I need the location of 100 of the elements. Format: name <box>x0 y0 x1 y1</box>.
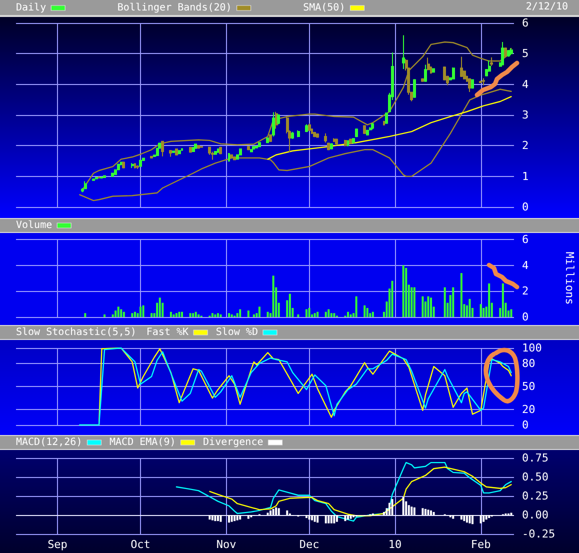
bar <box>114 310 117 317</box>
bar <box>306 309 308 317</box>
line-series <box>82 41 512 190</box>
bar <box>140 306 142 317</box>
candlestick <box>139 160 142 168</box>
bar <box>230 314 233 317</box>
candlestick <box>335 138 338 145</box>
y-tick-label: 2 <box>522 284 529 298</box>
x-tick-label: Dec <box>299 538 320 551</box>
bar <box>333 313 336 317</box>
bar <box>131 313 134 317</box>
bar <box>391 280 394 317</box>
y-tick-label: 80 <box>522 356 536 370</box>
y-tick-label: 1 <box>522 170 529 183</box>
bar <box>502 283 504 317</box>
bar <box>328 309 330 317</box>
candlestick <box>327 142 330 151</box>
candlestick <box>233 156 236 161</box>
candlestick <box>507 49 510 58</box>
bar <box>427 296 430 317</box>
bar <box>158 298 161 317</box>
bar <box>84 313 86 317</box>
x-tick-label: Oct <box>130 538 150 551</box>
bar <box>175 313 178 317</box>
y-tick-label: 0 <box>522 418 529 432</box>
legend-label: Slow %D <box>216 327 258 338</box>
candlestick <box>178 150 181 155</box>
candlestick <box>305 124 308 133</box>
bar <box>308 308 310 317</box>
legend-label: Divergence <box>203 437 264 448</box>
candlestick <box>316 132 319 138</box>
legend-label: MACD EMA(9) <box>110 437 176 448</box>
x-tick-label: 10 <box>388 538 402 551</box>
bar <box>402 265 404 317</box>
bar <box>316 312 319 317</box>
candlestick <box>217 148 219 153</box>
bar <box>366 308 368 317</box>
bar <box>134 312 136 317</box>
bar <box>150 313 153 317</box>
bar <box>122 312 125 317</box>
bar <box>117 306 120 317</box>
candlestick <box>100 176 103 179</box>
candlestick <box>504 47 507 58</box>
x-tick-label: Feb <box>470 538 491 551</box>
line-series <box>79 347 512 426</box>
candlestick <box>355 128 358 138</box>
bar <box>452 287 454 317</box>
candlestick <box>479 80 482 84</box>
candlestick <box>363 124 366 135</box>
bar <box>272 276 274 317</box>
bar <box>198 314 200 317</box>
bar <box>510 309 512 317</box>
candlestick <box>347 140 349 146</box>
candlestick <box>172 150 175 154</box>
candlestick <box>471 78 474 90</box>
bar <box>170 312 172 317</box>
candlestick <box>181 148 183 151</box>
candlestick <box>488 60 491 72</box>
bar <box>228 313 230 317</box>
bar <box>288 294 291 317</box>
candlestick <box>150 156 153 160</box>
legend-label: Fast %K <box>146 327 189 338</box>
candlestick <box>297 130 300 138</box>
candlestick <box>424 64 427 82</box>
bar <box>214 314 216 317</box>
candlestick <box>136 164 139 170</box>
bar <box>112 314 114 317</box>
candlestick <box>103 174 106 178</box>
candlestick <box>255 145 258 149</box>
candlestick <box>117 163 120 171</box>
candlestick <box>344 139 347 147</box>
chart-title: Slow Stochastic(5,5) <box>16 327 136 338</box>
bar <box>410 287 413 317</box>
text: 2/12/10 <box>526 2 568 12</box>
bar <box>480 304 482 317</box>
candlestick <box>482 78 485 86</box>
candlestick <box>228 153 230 162</box>
candlestick <box>250 148 253 153</box>
bar <box>181 312 183 317</box>
candlestick <box>111 172 114 178</box>
candlestick <box>194 143 197 150</box>
y-tick-label: 20 <box>522 403 536 416</box>
candlestick <box>200 146 203 148</box>
bar <box>444 287 446 317</box>
bar <box>468 298 471 317</box>
bar <box>258 306 260 317</box>
candlestick <box>402 34 405 70</box>
candlestick <box>349 138 352 144</box>
bar <box>372 312 374 317</box>
y-tick-label: -0.25 <box>522 528 556 540</box>
candlestick <box>272 112 275 137</box>
y-tick-label: 2 <box>522 139 529 152</box>
y-tick-label: 0.25 <box>522 490 548 502</box>
bar <box>297 314 300 317</box>
bar <box>211 313 214 317</box>
candlestick <box>291 131 294 140</box>
legend-label: Volume <box>16 220 52 231</box>
y-tick-label: 0 <box>522 310 529 324</box>
candlestick <box>161 140 164 157</box>
bar <box>266 312 269 317</box>
